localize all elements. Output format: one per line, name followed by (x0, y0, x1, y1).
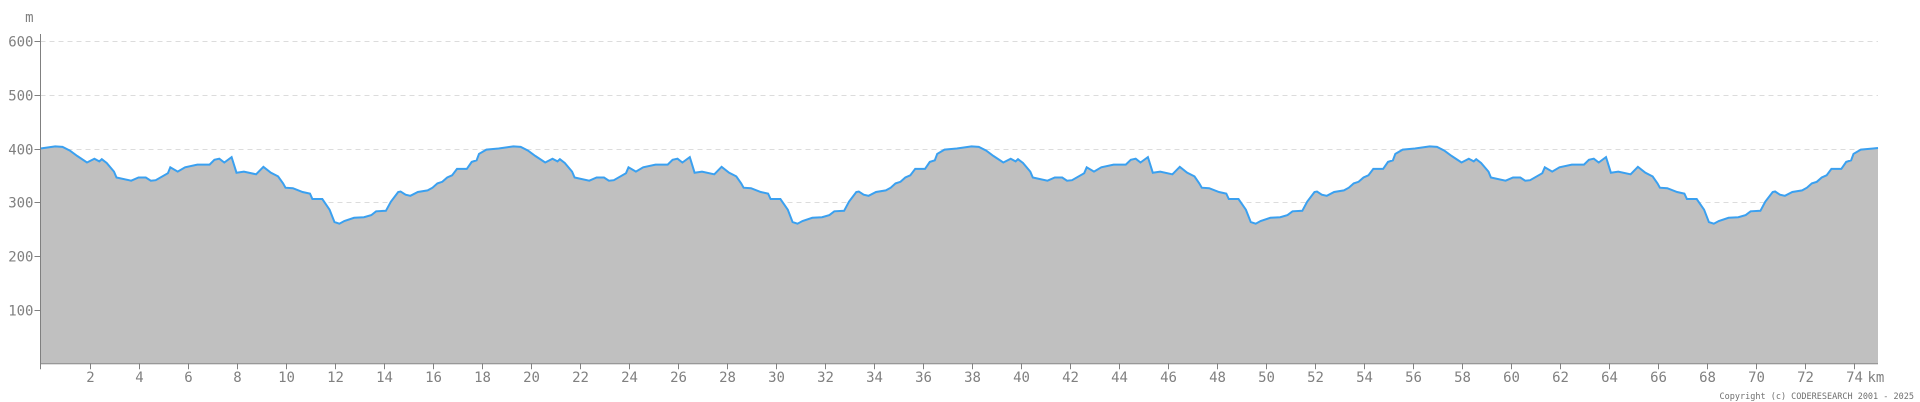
x-tick-label: 6 (184, 370, 192, 386)
x-tick-label: 24 (621, 370, 638, 386)
x-tick-label: 2 (86, 370, 94, 386)
x-tick-label: 4 (135, 370, 143, 386)
x-tick-label: 68 (1699, 370, 1716, 386)
y-tick-label: 200 (8, 250, 33, 266)
x-tick-label: 18 (474, 370, 491, 386)
x-tick-label: 46 (1160, 370, 1177, 386)
x-tick-label: 38 (964, 370, 981, 386)
x-tick-label: 14 (376, 370, 393, 386)
x-tick-label: 40 (1013, 370, 1030, 386)
x-tick-label: 66 (1650, 370, 1667, 386)
x-tick-label: 64 (1601, 370, 1618, 386)
x-tick-label: 30 (768, 370, 785, 386)
x-tick-label: 28 (719, 370, 736, 386)
x-tick-label: 60 (1503, 370, 1520, 386)
x-tick-label: 36 (915, 370, 932, 386)
x-unit-label: km (1868, 370, 1885, 386)
x-tick-label: 52 (1307, 370, 1324, 386)
x-tick-label: 54 (1356, 370, 1373, 386)
x-tick-label: 44 (1111, 370, 1128, 386)
x-tick-label: 58 (1454, 370, 1471, 386)
x-tick-label: 56 (1405, 370, 1422, 386)
axes (34, 34, 1878, 370)
x-tick-label: 50 (1258, 370, 1275, 386)
x-tick-label: 20 (523, 370, 540, 386)
x-tick-label: 10 (278, 370, 295, 386)
x-tick-label: 70 (1748, 370, 1765, 386)
y-tick-label: 100 (8, 304, 33, 320)
x-tick-label: 42 (1062, 370, 1079, 386)
elevation-area-fill (40, 146, 1878, 364)
x-tick-label: 12 (327, 370, 344, 386)
x-tick-label: 26 (670, 370, 687, 386)
x-tick-label: 16 (425, 370, 442, 386)
x-tick-label: 22 (572, 370, 589, 386)
x-tick-label: 34 (866, 370, 883, 386)
x-tick-label: 8 (233, 370, 241, 386)
copyright-notice: Copyright (c) CODERESEARCH 2001 - 2025 (1719, 392, 1914, 402)
y-unit-label: m (25, 10, 33, 26)
x-tick-label: 62 (1552, 370, 1569, 386)
y-tick-label: 600 (8, 35, 33, 51)
x-tick-label: 48 (1209, 370, 1226, 386)
x-tick-label: 74 (1846, 370, 1863, 386)
x-tick-label: 72 (1797, 370, 1814, 386)
x-tick-label: 32 (817, 370, 834, 386)
elevation-line (40, 145, 1879, 225)
y-tick-label: 400 (8, 143, 33, 159)
y-tick-label: 500 (8, 89, 33, 105)
y-tick-label: 300 (8, 196, 33, 212)
